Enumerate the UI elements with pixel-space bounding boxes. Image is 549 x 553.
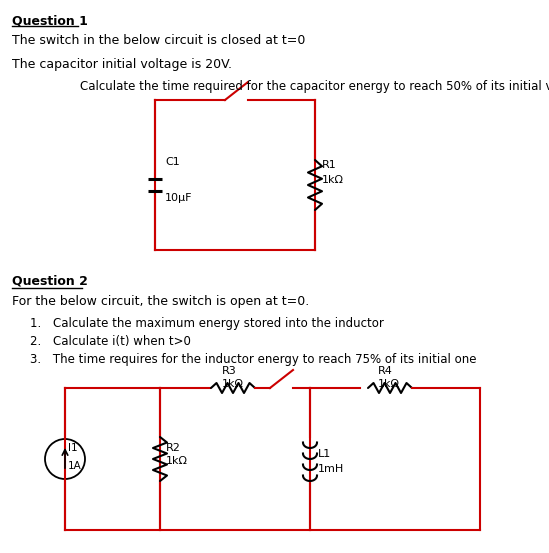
Text: The capacitor initial voltage is 20V.: The capacitor initial voltage is 20V. (12, 58, 232, 71)
Text: R1: R1 (322, 160, 337, 170)
Text: 1kΩ: 1kΩ (378, 379, 400, 389)
Text: I1: I1 (68, 443, 77, 453)
Text: L1: L1 (318, 449, 331, 459)
Text: 1kΩ: 1kΩ (222, 379, 244, 389)
Text: 2. Calculate i(t) when t>0: 2. Calculate i(t) when t>0 (30, 335, 191, 348)
Text: 1. Calculate the maximum energy stored into the inductor: 1. Calculate the maximum energy stored i… (30, 317, 384, 330)
Text: 1mH: 1mH (318, 464, 344, 474)
Text: The switch in the below circuit is closed at t=0: The switch in the below circuit is close… (12, 34, 305, 47)
Text: Question 1: Question 1 (12, 14, 88, 27)
Text: Calculate the time required for the capacitor energy to reach 50% of its initial: Calculate the time required for the capa… (80, 80, 549, 93)
Text: Question 2: Question 2 (12, 275, 88, 288)
Text: R2: R2 (166, 443, 181, 453)
Text: For the below circuit, the switch is open at t=0.: For the below circuit, the switch is ope… (12, 295, 309, 308)
Text: 10μF: 10μF (165, 193, 193, 203)
Text: 3. The time requires for the inductor energy to reach 75% of its initial one: 3. The time requires for the inductor en… (30, 353, 477, 366)
Text: 1A: 1A (68, 461, 82, 471)
Text: R4: R4 (378, 366, 393, 376)
Text: 1kΩ: 1kΩ (322, 175, 344, 185)
Text: R3: R3 (222, 366, 237, 376)
Text: C1: C1 (165, 157, 180, 167)
Text: 1kΩ: 1kΩ (166, 456, 188, 466)
